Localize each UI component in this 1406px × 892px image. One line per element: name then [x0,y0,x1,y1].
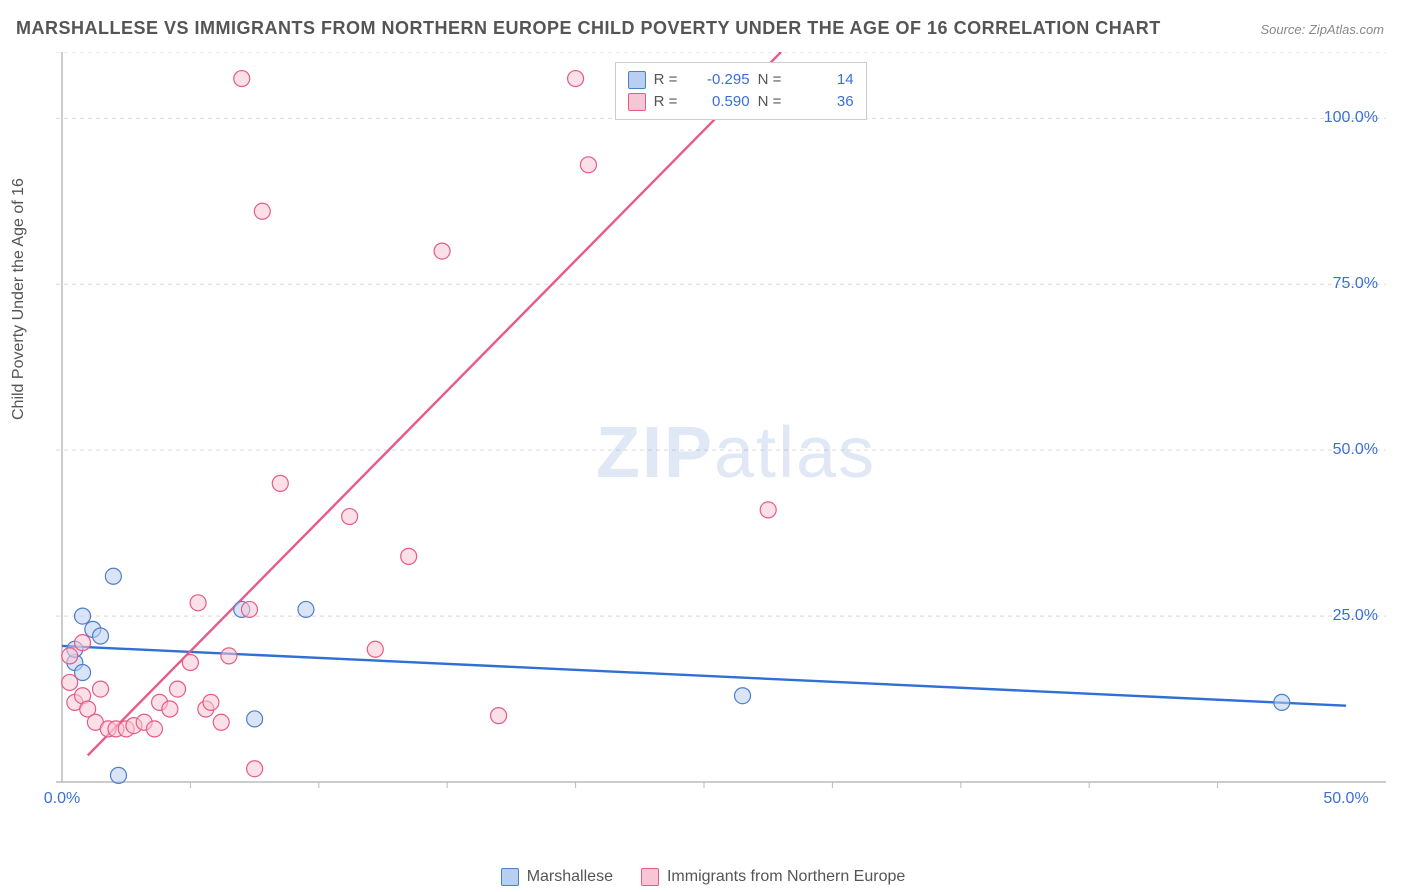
y-tick-label: 25.0% [1333,607,1378,625]
y-tick-label: 75.0% [1333,275,1378,293]
chart-area: ZIPatlas R = -0.295 N = 14 R = 0.590 N =… [56,52,1386,842]
r-value: 0.590 [694,91,750,113]
legend-swatch [641,868,659,886]
n-value: 36 [798,91,854,113]
x-tick-label: 0.0% [44,790,80,844]
n-label: N = [758,91,790,113]
legend-swatch [501,868,519,886]
y-tick-label: 100.0% [1324,109,1378,127]
x-tick-label: 50.0% [1323,790,1368,844]
legend-swatch [628,71,646,89]
legend-series: Marshallese Immigrants from Northern Euro… [0,868,1406,886]
r-value: -0.295 [694,69,750,91]
legend-stat-row: R = 0.590 N = 36 [628,91,854,113]
scatter-plot [56,52,1386,812]
chart-title: MARSHALLESE VS IMMIGRANTS FROM NORTHERN … [16,18,1161,39]
legend-series-label: Immigrants from Northern Europe [667,868,905,886]
legend-series-item: Immigrants from Northern Europe [641,868,905,886]
legend-series-label: Marshallese [527,868,613,886]
n-value: 14 [798,69,854,91]
legend-stats: R = -0.295 N = 14 R = 0.590 N = 36 [615,62,867,120]
y-tick-label: 50.0% [1333,441,1378,459]
y-axis-label: Child Poverty Under the Age of 16 [10,178,28,420]
legend-series-item: Marshallese [501,868,613,886]
n-label: N = [758,69,790,91]
r-label: R = [654,91,686,113]
legend-swatch [628,93,646,111]
r-label: R = [654,69,686,91]
legend-stat-row: R = -0.295 N = 14 [628,69,854,91]
source-label: Source: ZipAtlas.com [1260,22,1384,37]
